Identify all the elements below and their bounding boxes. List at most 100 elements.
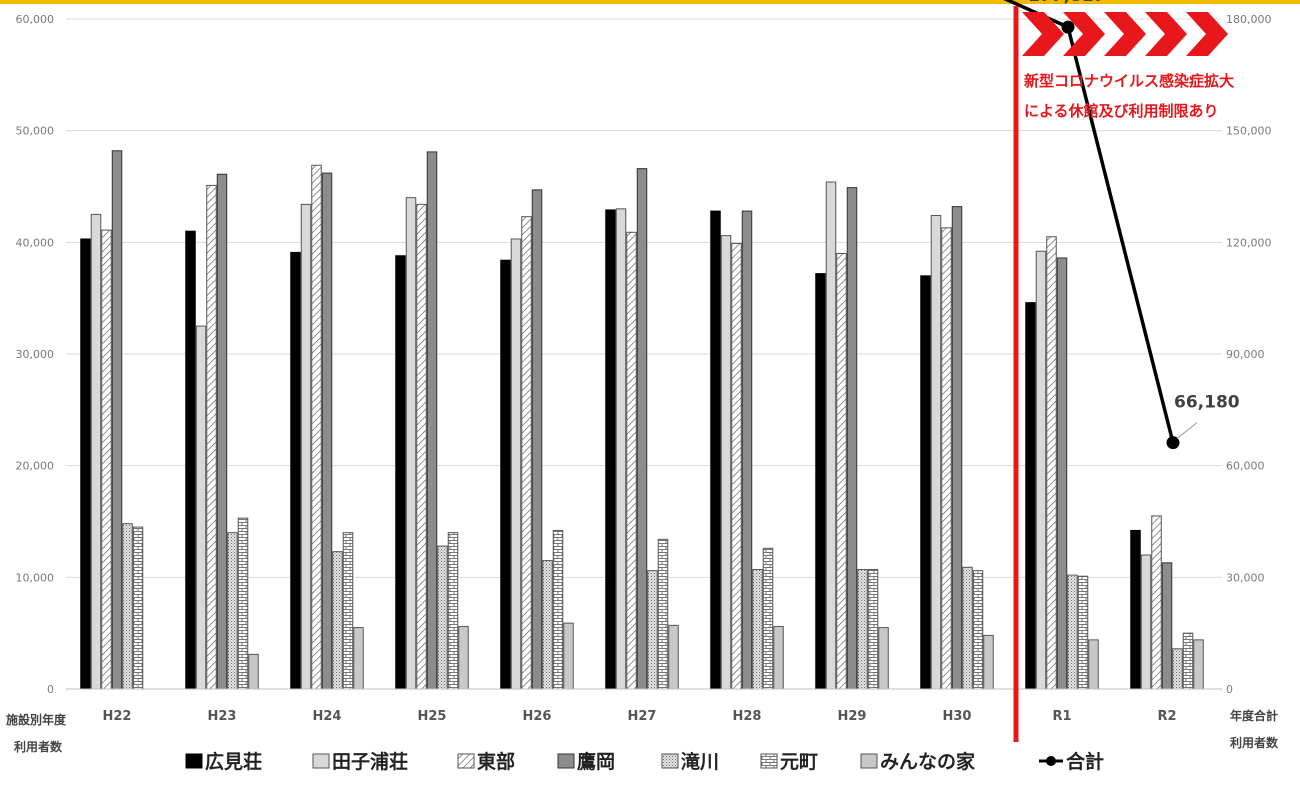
bar-7-H24 — [353, 627, 364, 690]
top-border — [0, 0, 1300, 4]
bar-6-H23 — [237, 517, 249, 690]
bar-6-H28 — [762, 547, 774, 690]
bar-2-H25 — [405, 197, 417, 690]
right-tick-label: 60,000 — [1226, 460, 1265, 473]
bar-3-R2 — [1151, 515, 1162, 690]
bar-2-H30 — [930, 215, 942, 690]
total-point — [1061, 20, 1075, 34]
left-tick-label: 20,000 — [16, 460, 55, 473]
total-data-label: 177,817 — [1028, 0, 1105, 6]
bar-4-H24 — [321, 172, 333, 690]
category-label: H28 — [733, 709, 762, 724]
bar-3-H25 — [416, 203, 427, 690]
bar-7-H25 — [458, 625, 469, 690]
bar-2-H29 — [825, 181, 837, 690]
bar-3-H27 — [626, 231, 637, 690]
bar-5-H24 — [332, 551, 343, 690]
category-label: H22 — [103, 709, 132, 724]
legend-swatch — [760, 753, 778, 769]
category-label: R1 — [1052, 709, 1071, 724]
left-tick-label: 30,000 — [16, 348, 55, 361]
right-tick-label: 150,000 — [1226, 125, 1272, 138]
chevron-shape — [1063, 12, 1105, 56]
chevron-shape — [1186, 12, 1228, 56]
bar-7-H27 — [668, 624, 679, 690]
bar-4-H26 — [531, 189, 543, 690]
right-tick-label: 30,000 — [1226, 571, 1265, 584]
category-label: H25 — [418, 709, 447, 724]
category-label: H29 — [838, 709, 867, 724]
legend: 広見荘 田子浦荘 東部 鷹岡 滝川 元町 みんなの家 合計 — [185, 750, 1104, 773]
bar-2-H27 — [615, 208, 627, 690]
bar-3-H30 — [941, 227, 952, 690]
legend-label: みんなの家 — [880, 750, 976, 773]
bar-1-H22 — [80, 238, 91, 690]
left-axis-title-line-2: 利用者数 — [14, 739, 63, 754]
bar-1-H24 — [290, 251, 301, 690]
legend-label: 元町 — [780, 751, 818, 773]
bar-4-H23 — [216, 173, 228, 690]
bar-2-R1 — [1035, 250, 1047, 690]
category-label: H26 — [523, 709, 552, 724]
chevron-shape — [1022, 12, 1064, 56]
x-axis: H22 H23 H24 H25 H26 H27 H28 H29 H30 R1 R2 — [66, 688, 1222, 724]
bar-7-H30 — [983, 634, 994, 690]
total-point — [1166, 436, 1180, 450]
bar-3-H28 — [731, 242, 742, 690]
bar-6-R2 — [1182, 632, 1194, 690]
bar-6-H30 — [972, 570, 984, 690]
left-axis-title-line-1: 施設別年度 — [6, 712, 67, 727]
bar-7-R1 — [1088, 639, 1099, 690]
legend-label: 鷹岡 — [577, 750, 615, 773]
label-leader-line — [1176, 422, 1198, 440]
category-label: H24 — [313, 709, 342, 724]
legend-label: 合計 — [1066, 750, 1104, 773]
bar-4-H28 — [741, 210, 753, 690]
legend-swatch — [661, 753, 679, 769]
legend-swatch — [185, 753, 203, 769]
bar-5-H27 — [647, 570, 658, 690]
chevron-arrows-icon — [1022, 12, 1228, 56]
left-tick-label: 50,000 — [16, 125, 55, 138]
bar-2-R2 — [1140, 554, 1152, 690]
bar-5-H26 — [542, 560, 553, 690]
legend-label: 田子浦荘 — [332, 750, 408, 773]
bar-3-H23 — [206, 184, 217, 690]
category-label: H27 — [628, 709, 657, 724]
category-label: R2 — [1157, 709, 1176, 724]
bar-5-H29 — [857, 569, 868, 690]
bar-3-H29 — [836, 253, 847, 690]
left-tick-label: 60,000 — [16, 13, 55, 26]
left-y-axis: 0 10,000 20,000 30,000 40,000 50,000 60,000 — [16, 13, 55, 696]
bar-6-H27 — [657, 538, 669, 690]
bar-2-H26 — [510, 238, 522, 690]
total-data-label: 66,180 — [1174, 393, 1240, 413]
covid-annotation: 新型コロナウイルス感染症拡大 による休館及び利用制限あり — [1013, 6, 1234, 742]
bar-4-H27 — [636, 168, 648, 690]
bar-1-H27 — [605, 209, 616, 690]
chevron-shape — [1145, 12, 1187, 56]
bar-1-H30 — [920, 275, 931, 690]
category-label: H23 — [208, 709, 237, 724]
bar-2-H23 — [195, 325, 207, 690]
legend-swatch — [860, 753, 878, 769]
bar-4-H22 — [111, 150, 123, 690]
bar-7-H23 — [248, 653, 259, 690]
left-tick-label: 0 — [47, 683, 54, 696]
bar-7-H26 — [563, 622, 574, 690]
bar-1-H29 — [815, 273, 826, 690]
bar-4-H25 — [426, 151, 438, 690]
bar-5-H23 — [227, 532, 238, 690]
covid-note-line-2: による休館及び利用制限あり — [1024, 102, 1219, 120]
bar-6-H24 — [342, 532, 354, 690]
bar-5-R2 — [1172, 648, 1183, 690]
bar-2-H28 — [720, 235, 732, 690]
right-tick-label: 120,000 — [1226, 236, 1272, 249]
bar-5-R1 — [1067, 574, 1078, 690]
legend-swatch — [312, 753, 330, 769]
bar-7-H29 — [878, 627, 889, 690]
legend-swatch — [557, 753, 575, 769]
bar-6-H26 — [552, 529, 564, 690]
bar-2-H24 — [300, 203, 312, 690]
